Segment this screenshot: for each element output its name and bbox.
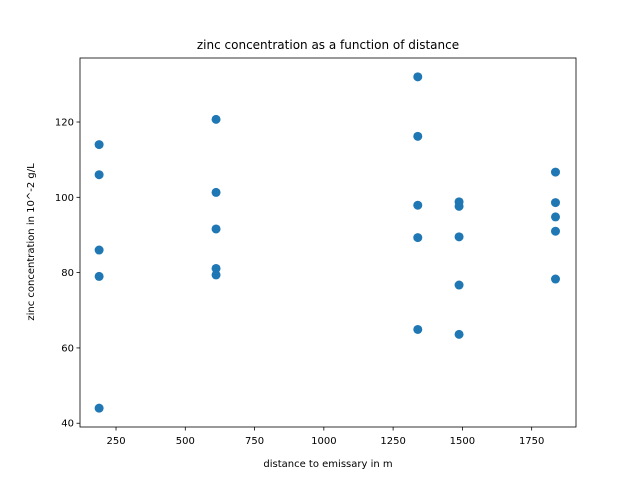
x-tick-label: 1500 xyxy=(450,436,475,447)
data-point-0 xyxy=(94,140,104,150)
data-point-20 xyxy=(550,167,560,177)
plot-frame xyxy=(79,57,577,428)
y-axis-ticks: 40 60 80 100 120 xyxy=(55,118,80,430)
y-tick-label: 80 xyxy=(61,268,74,279)
data-point-18 xyxy=(454,280,464,290)
y-tick-label: 40 xyxy=(61,419,74,430)
data-point-2 xyxy=(94,245,104,255)
x-tick-label: 750 xyxy=(245,436,264,447)
data-point-5 xyxy=(211,114,221,124)
chart-title: zinc concentration as a function of dist… xyxy=(197,38,459,52)
data-point-6 xyxy=(211,187,221,197)
data-point-22 xyxy=(550,212,560,222)
data-point-12 xyxy=(413,200,423,210)
x-axis-ticks: 250 500 750 1000 1250 1500 1750 xyxy=(106,427,544,447)
data-point-19 xyxy=(454,329,464,339)
x-axis-label: distance to emissary in m xyxy=(263,459,392,470)
y-tick-label: 100 xyxy=(55,193,74,204)
data-point-13 xyxy=(413,233,423,243)
data-point-14 xyxy=(413,324,423,334)
y-tick-label: 120 xyxy=(55,118,74,129)
x-tick-label: 1750 xyxy=(519,436,544,447)
data-point-24 xyxy=(550,274,560,284)
data-point-16 xyxy=(454,201,464,211)
y-tick-label: 60 xyxy=(61,343,74,354)
data-point-8 xyxy=(211,263,221,273)
data-point-11 xyxy=(413,131,423,141)
x-tick-label: 250 xyxy=(106,436,125,447)
data-point-1 xyxy=(94,170,104,180)
data-point-7 xyxy=(211,224,221,234)
data-point-3 xyxy=(94,271,104,281)
data-point-17 xyxy=(454,232,464,242)
data-point-9 xyxy=(211,270,221,280)
data-point-21 xyxy=(550,198,560,208)
x-tick-label: 500 xyxy=(176,436,195,447)
x-tick-label: 1250 xyxy=(380,436,405,447)
data-point-23 xyxy=(550,226,560,236)
data-point-4 xyxy=(94,403,104,413)
x-tick-label: 1000 xyxy=(311,436,336,447)
y-axis-label: zinc concentration in 10^-2 g/L xyxy=(26,163,37,321)
data-points xyxy=(94,72,560,413)
data-point-10 xyxy=(413,72,423,82)
